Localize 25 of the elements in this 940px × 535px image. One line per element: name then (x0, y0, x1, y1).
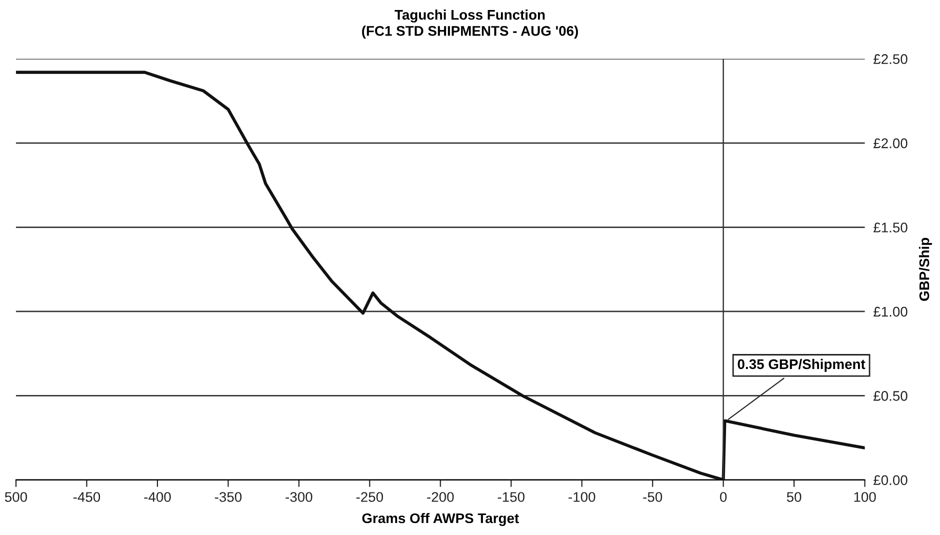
x-tick-label: -450 (73, 492, 100, 502)
x-tick-label: 500 (4, 492, 28, 502)
y-tick-label: £0.00 (874, 475, 908, 486)
y-tick-label: £1.50 (874, 222, 908, 232)
x-tick-label: 100 (854, 492, 876, 502)
x-axis-title: Grams Off AWPS Target (362, 512, 519, 526)
x-tick-label: -100 (568, 492, 596, 502)
annotation: 0.35 GBP/Shipment (738, 358, 866, 372)
chart-subtitle: (FC1 STD SHIPMENTS - AUG '06) (362, 26, 578, 39)
x-tick-label: -350 (214, 492, 242, 502)
x-tick-label: -200 (427, 492, 454, 502)
line-series (16, 70, 865, 480)
x-tick-label: 0 (720, 492, 727, 502)
x-tick-label: -300 (286, 492, 312, 502)
x-tick-label: -400 (144, 492, 171, 502)
chart-title: Taguchi Loss Function (394, 10, 545, 23)
y-tick-label: £2.00 (874, 138, 908, 148)
y-tick-label: £0.50 (874, 391, 908, 401)
x-tick-label: -250 (356, 492, 384, 502)
x-tick-label: -50 (643, 492, 662, 502)
y-tick-label: £2.50 (874, 54, 908, 64)
x-tick-label: 50 (786, 492, 802, 502)
x-tick-label: -150 (498, 492, 524, 502)
y-axis-title: GBP/Ship (918, 238, 932, 301)
y-tick-label: £1.00 (874, 306, 908, 317)
